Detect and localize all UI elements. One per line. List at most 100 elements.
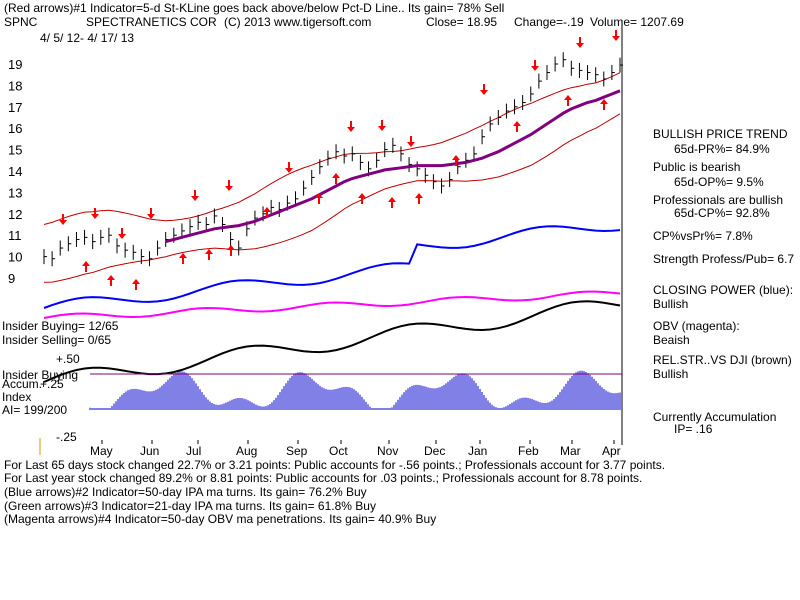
- buy-arrow-head: [332, 173, 340, 178]
- accum-plus50: +.50: [56, 352, 80, 366]
- ai-value: AI= 199/200: [2, 403, 68, 417]
- sell-arrow-head: [347, 127, 355, 132]
- accum-label: Accum.: [2, 377, 43, 391]
- buy-arrow-head: [107, 275, 115, 280]
- x-axis-ticks: May Jun Jul Aug Sep Oct Nov Dec Jan Feb Mar Apr: [90, 440, 621, 458]
- buy-arrow-head: [82, 261, 90, 266]
- y-tick-label: 19: [8, 57, 22, 72]
- date-range: 4/ 5/ 12- 4/ 17/ 13: [40, 31, 135, 45]
- x-tick-label: Jul: [186, 444, 201, 458]
- ma50-line-path: [165, 89, 621, 244]
- sell-arrow-head: [118, 234, 126, 239]
- obv-label: OBV (magenta):: [653, 319, 740, 333]
- sell-arrow-head: [378, 126, 386, 131]
- buy-arrow-head: [227, 245, 235, 250]
- cp-value: 65d-CP%= 92.8%: [674, 206, 770, 220]
- insider-buying-2: Insider Buying: [2, 368, 79, 382]
- buy-arrow-head: [564, 95, 572, 100]
- plot-area: [40, 50, 622, 445]
- footer-line-3: (Blue arrows)#2 Indicator=50-day IPA ma …: [4, 485, 367, 499]
- accum-status: Currently Accumulation: [653, 410, 777, 424]
- cp-vs-pr: CP%vsPr%= 7.8%: [653, 229, 753, 243]
- relstr-label: REL.STR..VS DJI (brown): [653, 353, 792, 367]
- index-label: Index: [2, 390, 32, 404]
- pr-value: 65d-PR%= 84.9%: [674, 142, 770, 156]
- indicator-lines: [43, 225, 621, 383]
- op-value: 65d-OP%= 9.5%: [674, 175, 764, 189]
- y-tick-label: 17: [8, 100, 22, 115]
- y-tick-label: 18: [8, 78, 22, 93]
- x-tick-label: Dec: [424, 444, 445, 458]
- y-tick-label: 9: [8, 271, 15, 286]
- close-value: Close= 18.95: [426, 15, 498, 29]
- y-tick-label: 14: [8, 164, 22, 179]
- sell-arrow-head: [285, 168, 293, 173]
- sell-arrow-head: [91, 214, 99, 219]
- strength-ratio: Strength Profess/Pub= 6.7: [653, 252, 795, 266]
- trend-title: BULLISH PRICE TREND: [653, 127, 788, 141]
- x-tick-label: Jun: [140, 444, 159, 458]
- footer-line-1: For Last 65 days stock changed 22.7% or …: [4, 458, 666, 472]
- obv-line: [43, 290, 621, 319]
- closing-power-line: [43, 225, 621, 309]
- buy-arrow-head: [600, 99, 608, 104]
- copyright: (C) 2013 www.tigersoft.com: [224, 15, 372, 29]
- buy-arrow-head: [415, 193, 423, 198]
- relstr-value: Bullish: [653, 367, 689, 381]
- sell-arrow-head: [191, 196, 199, 201]
- x-tick-label: Oct: [329, 444, 348, 458]
- x-tick-label: Aug: [236, 444, 257, 458]
- buy-arrow-head: [315, 193, 323, 198]
- x-tick-label: Jan: [468, 444, 487, 458]
- ticker: SPNC: [4, 15, 38, 29]
- footer-line-2: For Last year stock changed 89.2% or 8.8…: [4, 471, 643, 485]
- buy-arrow-head: [452, 155, 460, 160]
- company-name: SPECTRANETICS COR: [86, 15, 217, 29]
- lower-band: [43, 113, 621, 283]
- x-tick-label: Nov: [377, 444, 398, 458]
- y-axis-ticks: 9 10 11 12 13 14 15 16 17 18 19: [8, 57, 22, 286]
- sell-arrow-head: [531, 66, 539, 71]
- y-tick-label: 10: [8, 250, 22, 265]
- buy-arrow-head: [179, 253, 187, 258]
- ip-value: IP= .16: [674, 422, 713, 436]
- y-tick-label: 13: [8, 185, 22, 200]
- sell-arrow-head: [147, 214, 155, 219]
- buy-arrow-head: [132, 279, 140, 284]
- buy-arrow-head: [513, 121, 521, 126]
- buy-arrow-head: [263, 207, 271, 212]
- obv-value: Beaish: [653, 333, 690, 347]
- closing-power-value: Bullish: [653, 297, 689, 311]
- upper-band: [43, 72, 621, 225]
- x-tick-label: May: [90, 444, 113, 458]
- sell-arrow-head: [225, 186, 233, 191]
- sell-arrow-head: [576, 43, 584, 48]
- sell-arrow-head: [480, 90, 488, 95]
- closing-power-label: CLOSING POWER (blue):: [653, 283, 794, 297]
- y-tick-label: 12: [8, 207, 22, 222]
- insider-buying: Insider Buying= 12/65: [2, 319, 119, 333]
- accum-histogram: [89, 370, 621, 410]
- sell-arrow-head: [407, 142, 415, 147]
- public-label: Public is bearish: [653, 160, 741, 174]
- insider-selling: Insider Selling= 0/65: [2, 333, 112, 347]
- header-line1: (Red arrows)#1 Indicator=5-d St-KLine go…: [4, 1, 505, 15]
- x-tick-label: Apr: [602, 444, 621, 458]
- accum-plus25: +.25: [40, 377, 64, 391]
- sell-arrow-head: [612, 36, 620, 41]
- buy-arrow-head: [388, 197, 396, 202]
- y-tick-label: 16: [8, 121, 22, 136]
- rel-strength-line: [43, 300, 621, 383]
- footer-line-4: (Green arrows)#3 Indicator=21-day IPA ma…: [4, 499, 376, 513]
- footer-line-5: (Magenta arrows)#4 Indicator=50-day OBV …: [4, 512, 437, 526]
- x-tick-label: Mar: [560, 444, 581, 458]
- volume-value: Volume= 1207.69: [590, 15, 684, 29]
- y-tick-label: 11: [8, 228, 22, 243]
- x-tick-label: Feb: [518, 444, 539, 458]
- pros-label: Professionals are bullish: [653, 193, 784, 207]
- price-bands: [43, 72, 621, 283]
- x-tick-label: Sep: [286, 444, 308, 458]
- y-tick-label: 15: [8, 143, 22, 158]
- buy-arrow-head: [205, 249, 213, 254]
